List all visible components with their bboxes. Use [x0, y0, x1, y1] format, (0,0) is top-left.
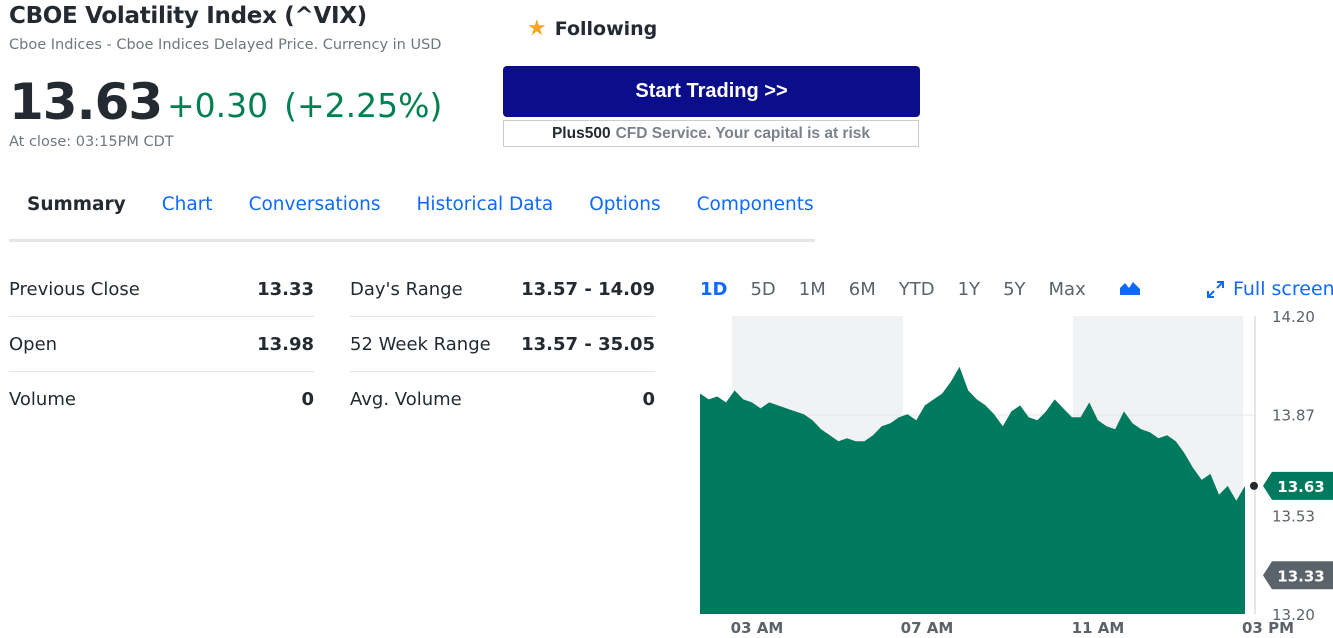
y-tick-label: 13.87 [1272, 406, 1315, 424]
price-change: +0.30 (+2.25%) [167, 86, 458, 126]
range-6m[interactable]: 6M [848, 279, 876, 300]
stat-value: 0 [301, 389, 314, 410]
stat-value: 0 [642, 389, 655, 410]
tab-conversations[interactable]: Conversations [248, 194, 381, 215]
stat-value: 13.98 [257, 333, 314, 355]
summary-stats-right: Day's Range 13.57 - 14.09 52 Week Range … [350, 262, 655, 427]
x-tick-label: 11 AM [1072, 619, 1125, 637]
y-tick-label: 13.20 [1272, 606, 1315, 624]
current-price-dot [1250, 481, 1258, 490]
stat-row-avg-volume: Avg. Volume 0 [350, 372, 655, 427]
previous-close-marker [1263, 561, 1333, 590]
stat-row-52-week-range: 52 Week Range 13.57 - 35.05 [350, 317, 655, 372]
stat-value: 13.57 - 35.05 [521, 333, 655, 355]
y-tick-label: 13.53 [1272, 508, 1315, 526]
x-tick-label: 07 AM [901, 619, 954, 637]
current-price-marker [1263, 471, 1333, 500]
range-1d[interactable]: 1D [700, 279, 728, 300]
range-ytd[interactable]: YTD [898, 279, 935, 300]
previous-close-marker-label: 13.33 [1277, 567, 1324, 585]
price-change-value: +0.30 [167, 86, 269, 125]
following-button[interactable]: ★ Following [527, 17, 657, 41]
following-label: Following [554, 18, 658, 40]
close-time: At close: 03:15PM CDT [9, 134, 174, 150]
summary-stats-left: Previous Close 13.33 Open 13.98 Volume 0 [9, 262, 314, 427]
mountain-chart-icon[interactable] [1119, 280, 1141, 300]
stat-row-volume: Volume 0 [9, 372, 314, 427]
stat-label: Open [9, 333, 58, 355]
x-tick-label: 03 AM [731, 619, 784, 637]
star-icon: ★ [527, 16, 547, 41]
start-trading-button[interactable]: Start Trading >> [503, 66, 920, 117]
stat-label: Previous Close [9, 278, 140, 300]
tab-chart[interactable]: Chart [161, 194, 213, 215]
range-1m[interactable]: 1M [798, 279, 826, 300]
quote-tabs: Summary Chart Conversations Historical D… [9, 188, 832, 242]
price-change-percent: (+2.25%) [284, 86, 443, 125]
expand-arrows-icon [1207, 280, 1224, 298]
current-price: 13.63 [9, 73, 163, 131]
price-area [700, 366, 1245, 614]
ad-disclaimer-text: CFD Service. Your capital is at risk [615, 124, 871, 142]
ad-brand: Plus500 [551, 124, 611, 142]
full-screen-button[interactable]: Full screen [1206, 278, 1333, 300]
tab-summary[interactable]: Summary [9, 188, 144, 242]
range-max[interactable]: Max [1048, 279, 1086, 300]
tab-historical-data[interactable]: Historical Data [416, 194, 554, 215]
page-title: CBOE Volatility Index (^VIX) [9, 3, 367, 29]
stat-value: 13.57 - 14.09 [521, 278, 655, 300]
intraday-price-chart[interactable]: 14.20 13.87 13.53 13.20 03 AM 07 AM 11 AM 03 P… [680, 300, 1333, 638]
stat-row-open: Open 13.98 [9, 317, 314, 372]
quote-source-subtitle: Cboe Indices - Cboe Indices Delayed Pric… [9, 37, 442, 53]
stat-label: 52 Week Range [350, 333, 491, 355]
current-price-marker-label: 13.63 [1277, 478, 1324, 496]
x-tick-label: 03 PM [1242, 619, 1294, 637]
stat-label: Avg. Volume [350, 389, 462, 410]
range-5y[interactable]: 5Y [1003, 279, 1026, 300]
tab-options[interactable]: Options [589, 194, 661, 215]
stat-row-days-range: Day's Range 13.57 - 14.09 [350, 262, 655, 317]
range-5d[interactable]: 5D [750, 279, 776, 300]
full-screen-label: Full screen [1233, 278, 1333, 300]
y-tick-label: 14.20 [1272, 308, 1315, 326]
stat-label: Day's Range [350, 278, 463, 300]
chart-range-selector: 1D 5D 1M 6M YTD 1Y 5Y Max [700, 276, 1141, 304]
ad-disclaimer[interactable]: Plus500 CFD Service. Your capital is at r… [503, 120, 919, 147]
stat-label: Volume [9, 389, 76, 410]
range-1y[interactable]: 1Y [957, 279, 981, 300]
stat-value: 13.33 [257, 278, 314, 300]
tabs-divider [9, 239, 815, 242]
stat-row-previous-close: Previous Close 13.33 [9, 262, 314, 317]
tab-components[interactable]: Components [696, 194, 814, 215]
